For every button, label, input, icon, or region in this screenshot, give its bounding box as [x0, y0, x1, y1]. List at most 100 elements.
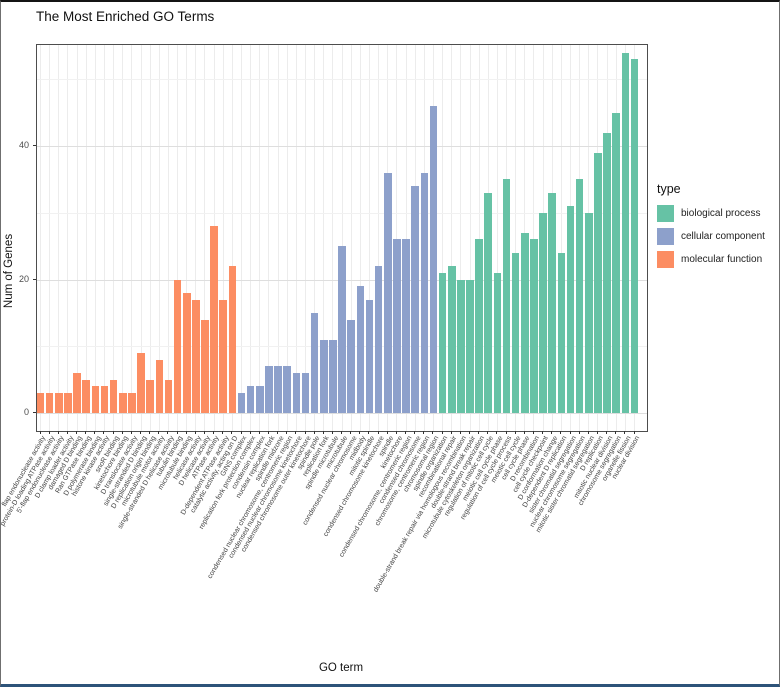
- x-tick: [368, 431, 370, 434]
- bar: [292, 372, 301, 413]
- x-tick-label: D conformation change: [517, 435, 560, 502]
- bar: [594, 152, 602, 413]
- x-tick: [149, 431, 151, 434]
- x-tick: [158, 431, 160, 434]
- bar: [228, 266, 237, 413]
- x-gridline: [140, 45, 142, 431]
- x-tick: [331, 431, 333, 434]
- x-tick-label: mitotic nuclear division: [572, 435, 615, 500]
- bar: [319, 339, 328, 413]
- x-tick: [39, 431, 41, 434]
- bar: [256, 386, 264, 413]
- x-tick: [121, 431, 123, 434]
- bar: [246, 386, 255, 413]
- x-tick-label: spindle organization: [412, 435, 450, 493]
- x-tick: [423, 431, 425, 434]
- x-tick: [450, 431, 452, 434]
- chart-title: The Most Enriched GO Terms: [36, 9, 215, 24]
- legend-title: type: [657, 182, 681, 196]
- x-gridline: [58, 45, 60, 431]
- x-tick: [267, 431, 269, 434]
- x-tick-label: D polymerase binding: [62, 435, 103, 498]
- legend-swatch: [657, 228, 674, 245]
- x-tick-label: 5'-flap endonuclease activity: [15, 435, 66, 515]
- x-tick: [395, 431, 397, 434]
- x-tick: [341, 431, 343, 434]
- x-tick: [542, 431, 544, 434]
- x-tick-label: microtubule motor activity: [120, 435, 167, 508]
- x-tick: [194, 431, 196, 434]
- x-tick-label: condensed nuclear chromosome: [301, 435, 359, 527]
- x-tick: [313, 431, 315, 434]
- x-tick: [478, 431, 480, 434]
- x-tick-label: spindle: [377, 435, 395, 458]
- x-tick-label: D-dependent D replication: [521, 435, 569, 509]
- x-tick: [459, 431, 461, 434]
- bar: [630, 59, 639, 413]
- x-tick: [130, 431, 132, 434]
- bar: [502, 179, 511, 413]
- x-gridline: [222, 45, 224, 431]
- x-tick: [112, 431, 114, 434]
- bar: [374, 266, 383, 413]
- x-tick: [532, 431, 534, 434]
- x-tick-label: condensed chromosome, centromeric region: [337, 435, 414, 559]
- x-tick: [85, 431, 87, 434]
- legend-label: cellular component: [681, 231, 765, 242]
- x-tick: [523, 431, 525, 434]
- bar: [493, 272, 502, 413]
- x-tick: [405, 431, 407, 434]
- x-tick-label: condensed chromosome outer kinetochore: [240, 435, 313, 554]
- x-tick: [258, 431, 260, 434]
- bar: [155, 359, 164, 413]
- bar: [173, 279, 182, 413]
- bar: [265, 366, 273, 413]
- x-tick-label: double-strand break repair: [429, 435, 478, 510]
- bar: [438, 272, 447, 413]
- x-gridline: [167, 45, 169, 431]
- x-tick: [167, 431, 169, 434]
- x-tick-label: nuclear division: [611, 435, 642, 481]
- x-gridline: [405, 45, 407, 431]
- x-axis-labels: flap endonuclease activity protein-D load…: [1, 435, 646, 675]
- x-tick-label: regulation of cell cycle process: [459, 435, 514, 522]
- x-tick-label: microtubule cytoskeleton organization: [421, 435, 487, 540]
- plot-panel: [36, 44, 648, 432]
- x-tick-label: catalytic activity, acting on D: [189, 435, 240, 515]
- y-tick-label: 20: [18, 273, 29, 284]
- x-tick: [57, 431, 59, 434]
- x-gridline: [277, 45, 279, 431]
- bar: [530, 239, 538, 413]
- x-tick-label: cell cycle checkpoint: [512, 435, 551, 494]
- bar: [128, 392, 136, 413]
- x-tick: [249, 431, 251, 434]
- x-tick-label: mitotic spindle: [348, 435, 377, 477]
- bar: [192, 299, 200, 413]
- bar: [365, 299, 374, 413]
- bar: [100, 386, 109, 413]
- y-minor-gridline: [37, 212, 647, 214]
- x-tick: [505, 431, 507, 434]
- x-tick-label: midbody: [348, 435, 368, 462]
- bar: [283, 366, 292, 413]
- bar: [182, 292, 191, 413]
- bar: [621, 52, 630, 413]
- x-tick: [487, 431, 489, 434]
- bar: [603, 132, 611, 413]
- bar: [566, 206, 575, 413]
- x-tick-label: condensed nuclear chromosome, centromeri…: [206, 435, 295, 581]
- x-gridline: [560, 45, 562, 431]
- x-tick: [140, 431, 142, 434]
- bar: [612, 112, 621, 413]
- x-tick-label: D clamp loader activity: [33, 435, 75, 500]
- legend-swatch: [657, 251, 674, 268]
- x-tick: [560, 431, 562, 434]
- x-tick-label: mitotic sister chromatid segregation: [534, 435, 596, 534]
- bar: [91, 386, 100, 413]
- x-gridline: [295, 45, 297, 431]
- bar: [548, 192, 557, 413]
- x-tick: [322, 431, 324, 434]
- bar: [310, 312, 319, 413]
- x-tick-label: nuclear replication fork: [234, 435, 277, 500]
